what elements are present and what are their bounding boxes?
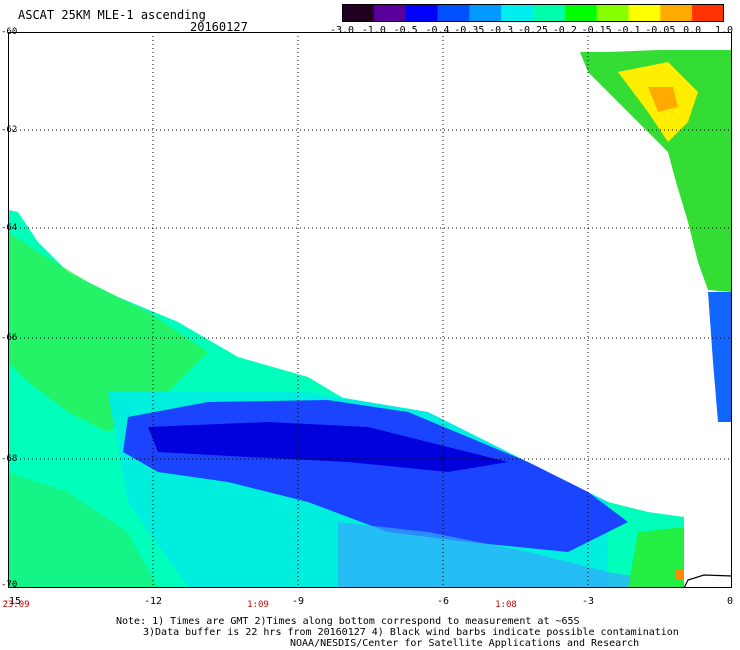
colorbar-segment	[373, 4, 407, 22]
swath-green-se	[628, 527, 684, 588]
colorbar-label: -0.25	[517, 25, 549, 36]
latitude-label: -70	[1, 580, 18, 590]
colorbar-label: -0.05	[645, 25, 676, 36]
colorbar-segment	[405, 4, 438, 22]
colorbar-label: -0.35	[454, 25, 485, 36]
coastline	[683, 574, 732, 588]
colorbar-segment	[564, 4, 598, 22]
longitude-label: -15	[2, 596, 22, 607]
colorbar-segment	[533, 4, 566, 22]
swath-deep-blue	[148, 422, 508, 472]
swath-green-area	[8, 232, 208, 432]
colorbar-label: -0.1	[616, 25, 641, 36]
note-line-2: 3)Data buffer is 22 hrs from 20160127 4)…	[143, 627, 679, 638]
longitude-label: 0	[726, 596, 734, 607]
ascat-map	[8, 32, 732, 588]
note-line-3: NOAA/NESDIS/Center for Satellite Applica…	[290, 638, 640, 649]
time-label: 23:09	[2, 600, 30, 610]
swath-east-blue	[708, 292, 732, 422]
colorbar-segment	[660, 4, 693, 22]
colorbar-label: -0.3	[489, 25, 514, 36]
map-title: ASCAT 25KM MLE-1 ascending	[18, 8, 206, 22]
longitude-label: -12	[143, 596, 163, 607]
colorbar-label: 0.0	[683, 25, 702, 36]
colorbar-segment	[692, 4, 724, 22]
longitude-label: -9	[291, 596, 305, 607]
swath-orange-pixel	[676, 570, 684, 580]
swath-east-orange	[648, 87, 678, 112]
latitude-label: -66	[1, 333, 18, 343]
colorbar-segment	[501, 4, 534, 22]
time-label: 1:09	[247, 600, 269, 610]
latitude-label: -68	[1, 454, 18, 464]
colorbar-label: -0.2	[552, 25, 577, 36]
latitude-label: -62	[1, 125, 18, 135]
latitude-label: -64	[1, 223, 18, 233]
colorbar	[342, 4, 724, 22]
colorbar-label: -3.0	[329, 25, 355, 36]
colorbar-segment	[342, 4, 375, 22]
colorbar-label: 1.0	[714, 25, 734, 36]
map-date: 20160127	[190, 20, 248, 34]
time-label: 1:08	[495, 600, 517, 610]
grid-lines	[8, 32, 732, 588]
colorbar-segment	[596, 4, 629, 22]
colorbar-segment	[437, 4, 470, 22]
note-line-1: Note: 1) Times are GMT 2)Times along bot…	[116, 616, 580, 627]
colorbar-segment	[469, 4, 502, 22]
swath-east	[580, 50, 732, 292]
colorbar-label: -0.5	[393, 25, 418, 36]
longitude-label: -6	[436, 596, 450, 607]
swath-lightblue-edge	[338, 522, 668, 588]
colorbar-segment	[628, 4, 661, 22]
swath-green-south	[8, 472, 158, 588]
colorbar-label: -0.4	[425, 25, 450, 36]
colorbar-label: -1.0	[361, 25, 386, 36]
longitude-label: -3	[581, 596, 595, 607]
latitude-label: -60	[1, 27, 18, 37]
colorbar-label: -0.15	[581, 25, 612, 36]
